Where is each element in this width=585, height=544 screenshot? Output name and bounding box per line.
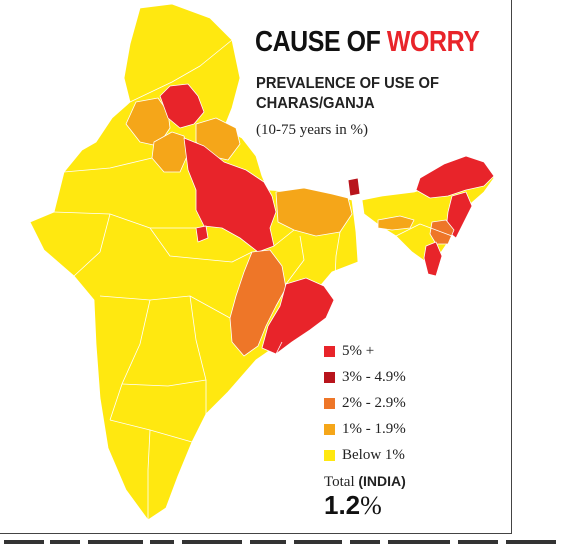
region-arunachal	[415, 155, 495, 199]
cropped-text-strip	[4, 540, 556, 544]
region-bihar	[275, 187, 353, 237]
region-meghalaya	[377, 215, 415, 231]
region-haryana	[151, 131, 189, 173]
total-value: 1.2%	[324, 490, 382, 521]
legend-item-2-to-2-9: 2% - 2.9%	[324, 390, 406, 416]
legend-item-3-to-4-9: 3% - 4.9%	[324, 364, 406, 390]
total-label-prefix: Total	[324, 474, 359, 490]
region-small-red-patch	[195, 225, 209, 243]
legend-label: 5% +	[342, 342, 375, 359]
legend-swatch	[324, 371, 335, 383]
headline-part1: CAUSE OF	[255, 26, 387, 58]
legend-swatch	[324, 345, 335, 357]
legend-label: 1% - 1.9%	[342, 420, 406, 437]
total-label: Total (INDIA)	[324, 473, 406, 491]
subtitle: PREVALENCE OF USE OF CHARAS/GANJA	[256, 75, 439, 112]
legend-label: Below 1%	[342, 446, 405, 463]
legend-item-1-to-1-9: 1% - 1.9%	[324, 416, 406, 442]
headline-part2: WORRY	[386, 26, 480, 58]
legend-item-5-plus: 5% +	[324, 338, 406, 364]
state-borders	[53, 39, 453, 520]
legend: 5% + 3% - 4.9% 2% - 2.9% 1% - 1.9% Below…	[324, 338, 406, 468]
legend-swatch	[324, 423, 335, 435]
region-nagaland-manipur	[445, 191, 473, 239]
legend-label: 2% - 2.9%	[342, 394, 406, 411]
region-sikkim	[347, 177, 361, 197]
region-odisha	[261, 277, 335, 355]
region-himachal	[159, 83, 205, 129]
legend-swatch	[324, 449, 335, 461]
total-unit: %	[360, 491, 382, 520]
unit-note: (10-75 years in %)	[256, 122, 369, 138]
region-mizoram	[423, 241, 443, 277]
total-number: 1.2	[324, 490, 361, 520]
legend-label: 3% - 4.9%	[342, 368, 406, 385]
total-label-region: (INDIA)	[358, 473, 406, 489]
legend-swatch	[324, 397, 335, 409]
headline: CAUSE OF WORRY	[255, 26, 480, 58]
legend-item-below-1: Below 1%	[324, 442, 406, 468]
region-chhattisgarh	[229, 249, 287, 357]
